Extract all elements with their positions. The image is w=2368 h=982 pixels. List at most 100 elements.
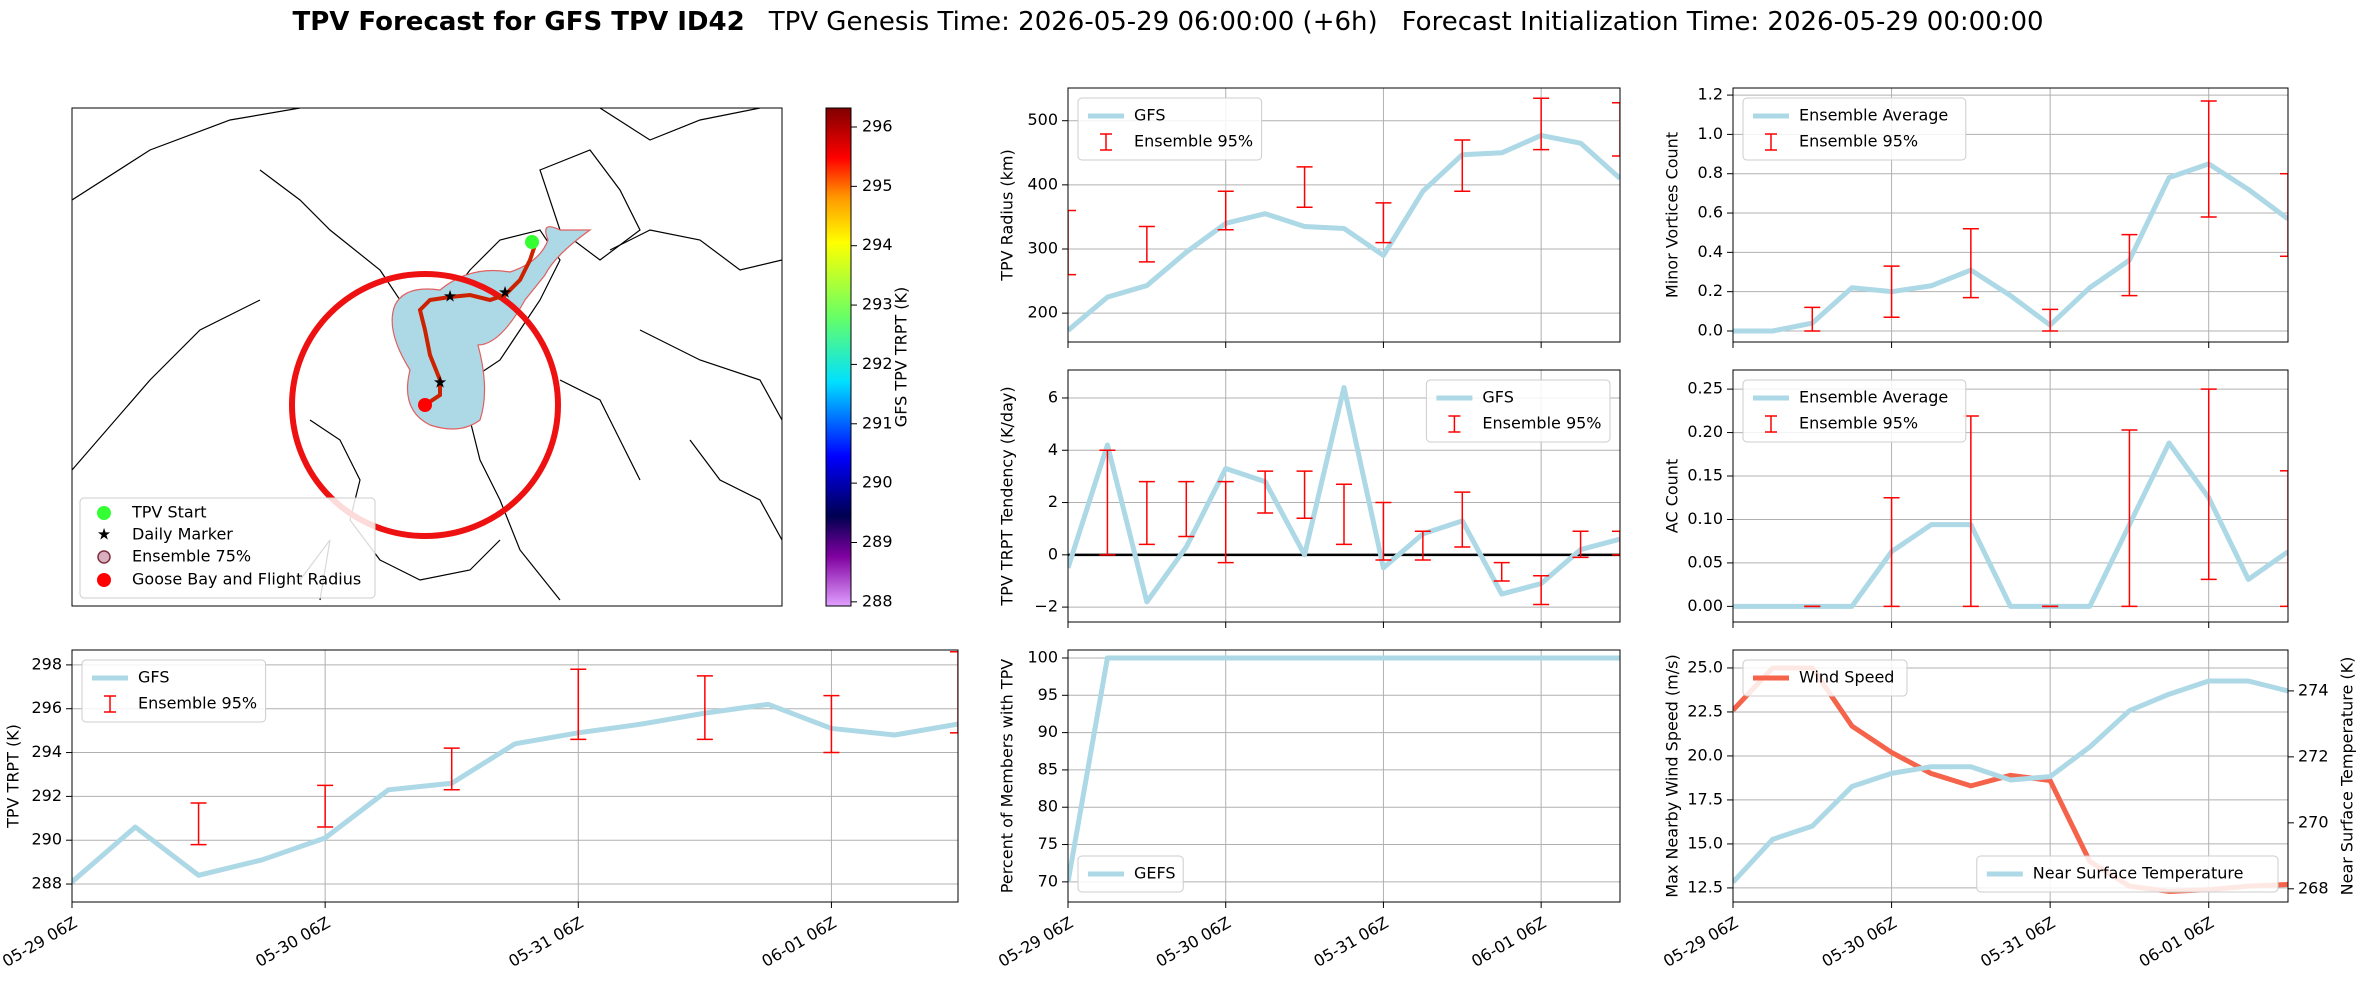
colorbar-tick-label: 292 xyxy=(862,354,893,373)
legend-label: Ensemble 75% xyxy=(132,547,251,566)
panel: 05-29 06Z 05-30 06Z 05-31 06Z 06-01 06Z 70 75… xyxy=(995,647,1621,971)
y-tick-label: 0.00 xyxy=(1687,596,1723,615)
daily-marker: ★ xyxy=(443,287,457,306)
y-tick-label: 6 xyxy=(1048,387,1058,406)
legend-symbol: ★ xyxy=(97,525,111,544)
y-tick-label: 1.0 xyxy=(1698,124,1723,143)
x-tick-label: 05-31 06Z xyxy=(1977,913,2058,971)
panel: 0.00 0.05 0.10 0.15 0.20 0.25 AC Count Ensemble… xyxy=(1663,369,2289,628)
axes-frame xyxy=(1732,87,2289,343)
y-tick-label: 17.5 xyxy=(1687,789,1723,808)
panel: 05-29 06Z 05-30 06Z 05-31 06Z 06-01 06Z 288 2… xyxy=(0,649,959,971)
colorbar-tick-label: 296 xyxy=(862,116,893,135)
axes-frame xyxy=(1732,649,2289,903)
legend-box xyxy=(1742,379,1967,443)
y-tick-label: 25.0 xyxy=(1687,657,1723,676)
y-tick-label: −2 xyxy=(1034,597,1058,616)
y-tick-label: 400 xyxy=(1027,174,1058,193)
legend: GFS Ensemble 95% xyxy=(1425,379,1611,443)
y-tick-label: 298 xyxy=(31,654,62,673)
y-tick-label: 0.2 xyxy=(1698,281,1723,300)
legend-label: Ensemble 95% xyxy=(1482,414,1601,433)
colorbar-tick-label: 294 xyxy=(862,235,893,254)
tpv-start xyxy=(525,235,539,249)
legend-label: Wind Speed xyxy=(1799,668,1894,687)
legend-label: TPV Start xyxy=(131,503,207,522)
legend-label: Ensemble 95% xyxy=(1134,132,1253,151)
line xyxy=(1068,385,1620,605)
title-genesis: TPV Genesis Time: 2026-05-29 06:00:00 (+… xyxy=(768,7,1378,37)
y-tick-label: 20.0 xyxy=(1687,745,1723,764)
y-tick-label: 0 xyxy=(1048,544,1058,563)
y-tick-label: 15.0 xyxy=(1687,833,1723,852)
legend-symbol xyxy=(97,506,111,520)
colorbar xyxy=(825,107,852,607)
panel: 200 300 400 500 TPV Radius (km) GFS Ensemble 9… xyxy=(998,87,1621,348)
y-tick-label: 70 xyxy=(1038,871,1058,890)
legend-box xyxy=(1742,97,1967,161)
legend-label: Ensemble 95% xyxy=(1799,132,1918,151)
figure-title: TPV Forecast for GFS TPV ID42 TPV Genesis… xyxy=(292,7,2043,37)
x-tick-label: 05-30 06Z xyxy=(252,913,333,971)
x-tick-label: 05-29 06Z xyxy=(995,913,1076,971)
panel: −2 0 2 4 6 TPV TRPT Tendency (K/day) GFS Ensemb… xyxy=(998,369,1621,628)
legend-box xyxy=(1077,855,1184,893)
line xyxy=(1733,161,2288,334)
axes-frame xyxy=(1067,649,1621,903)
y-tick-label: 0.15 xyxy=(1687,466,1723,485)
y-tick-label: 200 xyxy=(1027,303,1058,322)
y-tick-label: 100 xyxy=(1027,647,1058,666)
plot-area xyxy=(72,651,958,884)
y-tick-label: 0.0 xyxy=(1698,320,1723,339)
colorbar-tick-label: 291 xyxy=(862,413,893,432)
y-axis-label: Minor Vortices Count xyxy=(1663,132,1682,298)
y-tick-label: 0.10 xyxy=(1687,509,1723,528)
map-legend: ★ TPV Start Daily Marker Ensemble 75% Go… xyxy=(79,497,376,599)
legend-label: GFS xyxy=(1482,388,1513,407)
y-tick-label: 292 xyxy=(31,786,62,805)
legend-label: GFS xyxy=(1134,106,1165,125)
legend: Ensemble Average Ensemble 95% xyxy=(1742,97,1967,161)
y-axis-label: Max Nearby Wind Speed (m/s) xyxy=(1663,654,1682,897)
x-tick-label: 05-30 06Z xyxy=(1819,913,1900,971)
axes-frame xyxy=(71,649,959,903)
y-tick-label: 0.20 xyxy=(1687,422,1723,441)
colorbar-label: GFS TPV TRPT (K) xyxy=(892,287,911,427)
title-main: TPV Forecast for GFS TPV ID42 xyxy=(292,7,744,37)
y2-tick-label: 268 xyxy=(2298,878,2329,897)
ensemble-area xyxy=(391,226,592,430)
flight-radius xyxy=(289,271,561,539)
y-tick-label: 0.6 xyxy=(1698,203,1723,222)
panel: 05-29 06Z 05-30 06Z 05-31 06Z 06-01 06Z 12.5… xyxy=(1660,649,2357,971)
y-tick-label: 95 xyxy=(1038,685,1058,704)
plot-area xyxy=(1733,100,2288,334)
y-tick-label: 294 xyxy=(31,742,62,761)
y-axis-label: Percent of Members with TPV xyxy=(998,659,1017,893)
track xyxy=(417,244,537,407)
x-tick-label: 06-01 06Z xyxy=(758,913,839,971)
x-tick-label: 06-01 06Z xyxy=(2136,913,2217,971)
legend-box xyxy=(1976,855,2279,893)
y2-tick-label: 274 xyxy=(2298,680,2329,699)
legend: Wind Speed xyxy=(1742,659,1908,697)
line xyxy=(1068,132,1620,333)
y-tick-label: 0.8 xyxy=(1698,163,1723,182)
y2-axis-label: Near Surface Temperature (K) xyxy=(2338,657,2357,896)
legend-label: GEFS xyxy=(1134,864,1176,883)
x-tick-label: 05-31 06Z xyxy=(1310,913,1391,971)
legend-label: Near Surface Temperature xyxy=(2033,864,2244,883)
axes-frame xyxy=(1067,369,1621,623)
legend: GFS Ensemble 95% xyxy=(81,659,267,723)
goose-bay xyxy=(418,398,432,412)
colorbar-tick-label: 290 xyxy=(862,473,893,492)
y-tick-label: 85 xyxy=(1038,759,1058,778)
y-axis-label: TPV TRPT (K) xyxy=(4,724,23,829)
y-tick-label: 290 xyxy=(31,830,62,849)
y-tick-label: 1.2 xyxy=(1698,85,1723,104)
legend-box xyxy=(1742,659,1908,697)
line xyxy=(1068,655,1620,883)
daily-marker: ★ xyxy=(498,283,512,302)
y-tick-label: 300 xyxy=(1027,238,1058,257)
legend-label: Ensemble 95% xyxy=(138,694,257,713)
plot-area xyxy=(1068,97,1620,333)
